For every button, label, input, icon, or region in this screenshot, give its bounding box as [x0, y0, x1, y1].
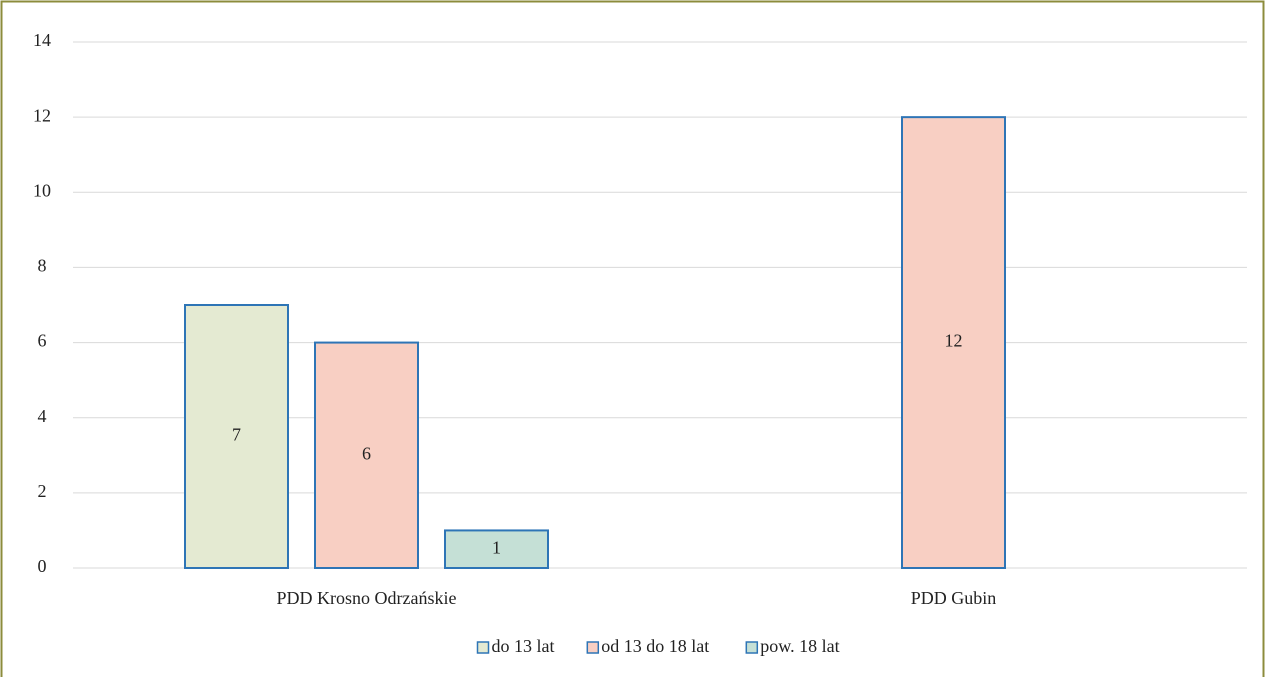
y-tick-label: 10 [33, 180, 51, 200]
y-tick-label: 12 [33, 105, 51, 125]
y-tick-label: 6 [38, 331, 47, 351]
legend-label: do 13 lat [492, 636, 555, 656]
bar [314, 341, 419, 570]
bar [444, 529, 549, 570]
bar [184, 304, 289, 569]
y-tick-label: 4 [38, 406, 47, 426]
y-tick-label: 2 [38, 481, 47, 501]
y-tick-label: 14 [33, 30, 51, 50]
legend-swatch [745, 641, 759, 654]
bar [901, 116, 1006, 570]
legend-swatch [476, 641, 490, 654]
legend-label: od 13 do 18 lat [601, 636, 709, 656]
data-label: 12 [945, 331, 963, 351]
data-label: 7 [232, 425, 241, 445]
legend-swatch [586, 641, 600, 654]
y-tick-label: 0 [38, 556, 47, 576]
x-tick-label: PDD Krosno Odrzańskie [277, 588, 457, 608]
data-label: 1 [492, 537, 501, 557]
legend-label: pow. 18 lat [760, 636, 839, 656]
y-tick-label: 8 [38, 256, 47, 276]
data-label: 6 [362, 443, 371, 463]
x-tick-label: PDD Gubin [911, 588, 997, 608]
